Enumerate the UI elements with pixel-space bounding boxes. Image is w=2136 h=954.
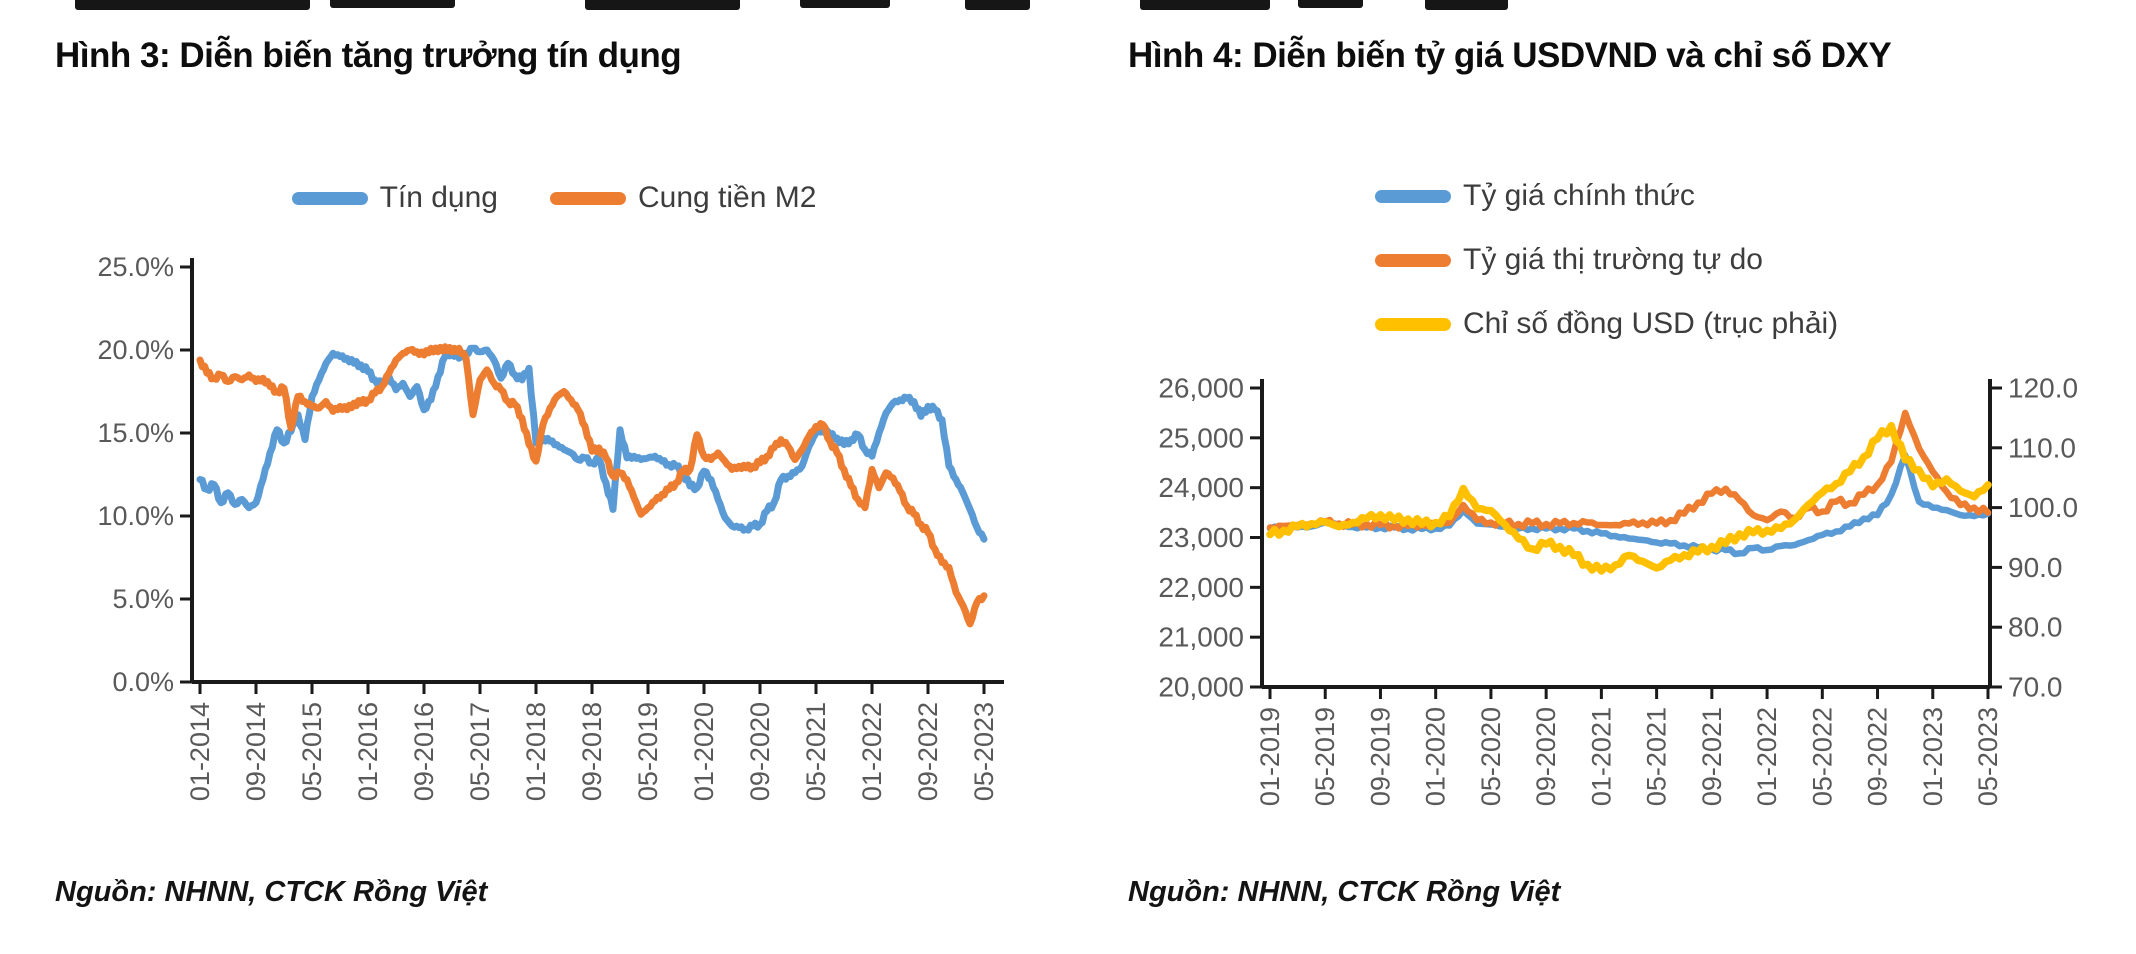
svg-text:09-2019: 09-2019	[1365, 707, 1395, 806]
legend-swatch-chi-so-usd	[1375, 317, 1451, 331]
svg-text:05-2017: 05-2017	[465, 702, 495, 801]
svg-text:10.0%: 10.0%	[97, 501, 174, 531]
cropped-text-remnant	[75, 0, 310, 10]
svg-text:15.0%: 15.0%	[97, 418, 174, 448]
svg-text:120.0: 120.0	[2008, 373, 2078, 404]
legend-item-tin-dung: Tín dụng	[291, 178, 498, 218]
svg-text:05-2015: 05-2015	[297, 702, 327, 801]
legend-label-chi-so-usd: Chỉ số đồng USD (trục phải)	[1463, 307, 1839, 340]
svg-text:25.0%: 25.0%	[97, 252, 174, 282]
svg-text:90.0: 90.0	[2008, 552, 2063, 583]
svg-text:80.0: 80.0	[2008, 612, 2063, 643]
svg-text:09-2016: 09-2016	[409, 702, 439, 801]
svg-text:01-2014: 01-2014	[185, 702, 215, 801]
svg-text:05-2023: 05-2023	[1973, 707, 2003, 806]
svg-text:01-2020: 01-2020	[1421, 707, 1451, 806]
svg-text:26,000: 26,000	[1158, 373, 1244, 404]
cropped-text-remnant	[800, 0, 890, 8]
svg-text:23,000: 23,000	[1158, 522, 1244, 553]
svg-text:5.0%: 5.0%	[112, 584, 174, 614]
legend-item-cung-tien-m2: Cung tiền M2	[549, 178, 817, 218]
svg-text:09-2022: 09-2022	[913, 702, 943, 801]
svg-text:0.0%: 0.0%	[112, 667, 174, 697]
legend-label-tin-dung: Tín dụng	[379, 181, 498, 214]
figure4-title: Hình 4: Diễn biến tỷ giá USDVND và chỉ s…	[1128, 36, 1892, 75]
svg-text:110.0: 110.0	[2008, 432, 2076, 463]
svg-text:05-2020: 05-2020	[1476, 707, 1506, 806]
credit-growth-chart: 25.0% 20.0% 15.0% 10.0% 5.0% 0.0% 01-2014 09-20…	[97, 252, 1004, 801]
svg-text:09-2021: 09-2021	[1697, 707, 1727, 806]
cropped-text-remnant	[330, 0, 455, 8]
svg-text:20.0%: 20.0%	[97, 335, 174, 365]
svg-text:05-2023: 05-2023	[969, 702, 999, 801]
svg-text:01-2022: 01-2022	[1752, 707, 1782, 806]
cropped-text-remnant	[1425, 0, 1508, 10]
cropped-text-remnant	[1298, 0, 1363, 8]
legend-item-ty-gia-chinh-thuc: Tỷ giá chính thức	[1375, 176, 1838, 216]
cropped-text-remnant	[1140, 0, 1270, 10]
legend-swatch-ty-gia-tu-do	[1375, 253, 1451, 267]
svg-text:20,000: 20,000	[1158, 672, 1244, 703]
exchange-rate-chart: 26,000 25,000 24,000 23,000 22,000 21,000 20,0…	[1158, 373, 2078, 807]
svg-text:25,000: 25,000	[1158, 422, 1244, 453]
legend-label-ty-gia-chinh-thuc: Tỷ giá chính thức	[1463, 179, 1695, 212]
cropped-text-remnant	[965, 0, 1030, 10]
svg-text:05-2021: 05-2021	[801, 702, 831, 801]
svg-text:01-2020: 01-2020	[689, 702, 719, 801]
svg-text:09-2014: 09-2014	[241, 702, 271, 801]
legend-label-cung-tien-m2: Cung tiền M2	[637, 181, 817, 214]
figure3-source: Nguồn: NHNN, CTCK Rồng Việt	[55, 876, 488, 908]
svg-text:09-2022: 09-2022	[1863, 707, 1893, 806]
svg-text:05-2019: 05-2019	[1310, 707, 1340, 806]
svg-text:01-2022: 01-2022	[857, 702, 887, 801]
legend-swatch-tin-dung	[291, 191, 368, 205]
figure3-title: Hình 3: Diễn biến tăng trưởng tín dụng	[55, 36, 682, 75]
svg-text:09-2020: 09-2020	[745, 702, 775, 801]
cropped-text-remnant	[585, 0, 740, 10]
legend-label-ty-gia-tu-do: Tỷ giá thị trường tự do	[1463, 243, 1763, 276]
figure3-legend: Tín dụng Cung tiền M2	[150, 178, 958, 218]
figure4-source: Nguồn: NHNN, CTCK Rồng Việt	[1128, 876, 1561, 908]
legend-swatch-ty-gia-chinh-thuc	[1375, 189, 1451, 203]
legend-item-chi-so-usd: Chỉ số đồng USD (trục phải)	[1375, 304, 1838, 344]
svg-text:22,000: 22,000	[1158, 572, 1244, 603]
svg-text:01-2019: 01-2019	[1255, 707, 1285, 806]
svg-text:09-2020: 09-2020	[1531, 707, 1561, 806]
svg-text:01-2018: 01-2018	[521, 702, 551, 801]
svg-text:05-2019: 05-2019	[633, 702, 663, 801]
svg-text:100.0: 100.0	[2008, 492, 2078, 523]
svg-text:01-2016: 01-2016	[353, 702, 383, 801]
figure4-legend: Tỷ giá chính thức Tỷ giá thị trường tự d…	[1375, 176, 1838, 344]
svg-text:09-2018: 09-2018	[577, 702, 607, 801]
svg-text:05-2022: 05-2022	[1807, 707, 1837, 806]
legend-swatch-cung-tien-m2	[549, 191, 626, 205]
svg-text:70.0: 70.0	[2008, 672, 2063, 703]
svg-text:01-2023: 01-2023	[1918, 707, 1948, 806]
svg-text:01-2021: 01-2021	[1586, 707, 1616, 806]
svg-text:21,000: 21,000	[1158, 622, 1244, 653]
svg-text:05-2021: 05-2021	[1642, 707, 1672, 806]
legend-item-ty-gia-tu-do: Tỷ giá thị trường tự do	[1375, 240, 1838, 280]
svg-text:24,000: 24,000	[1158, 472, 1244, 503]
